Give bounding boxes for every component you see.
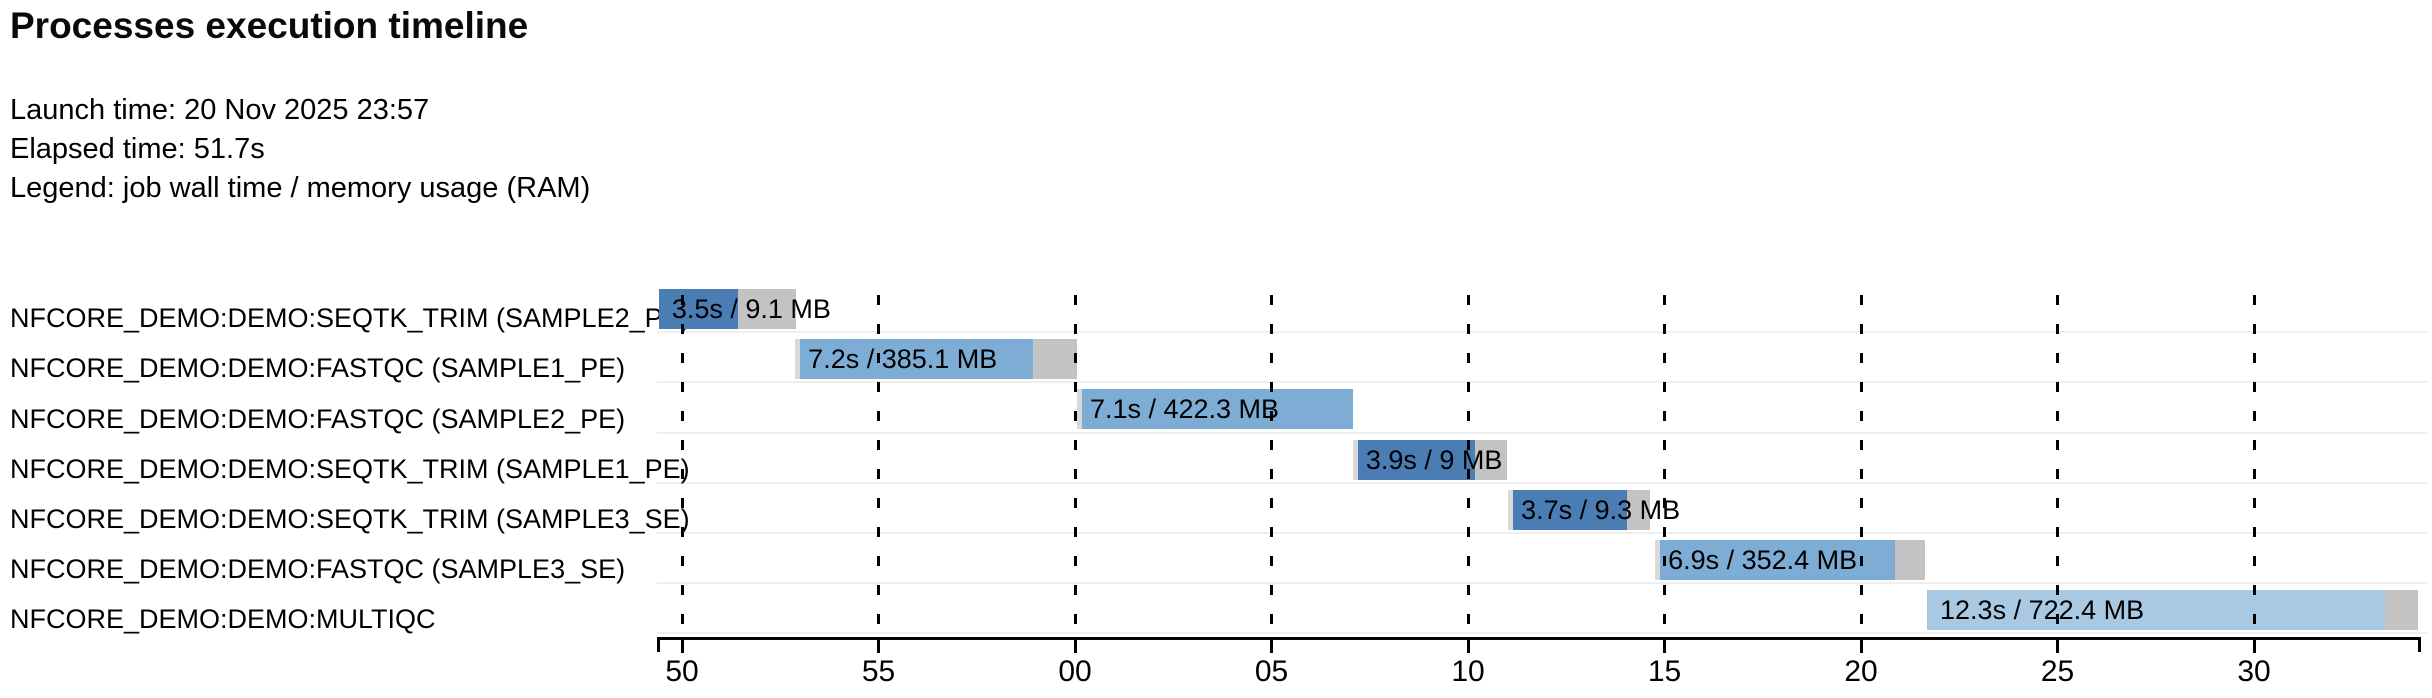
task-bar-pre bbox=[1508, 489, 1513, 530]
task-bar-label: 7.1s / 422.3 MB bbox=[1089, 394, 1280, 425]
task-bar-label: 3.7s / 9.3 MB bbox=[1521, 494, 1681, 525]
x-axis-tick bbox=[1073, 637, 1077, 653]
task-bar-tail bbox=[1032, 339, 1077, 380]
task-bar-label: 3.5s / 9.1 MB bbox=[671, 294, 831, 324]
x-axis bbox=[657, 637, 2421, 640]
task-bar-label: 6.9s / 352.4 MB bbox=[1668, 545, 1858, 575]
row-separator bbox=[657, 481, 2427, 484]
task-bar-run bbox=[1082, 389, 1353, 430]
gridline bbox=[2056, 295, 2059, 637]
task-bar-pre bbox=[1655, 540, 1660, 580]
row-separator bbox=[657, 582, 2427, 585]
x-axis-tick-label: 15 bbox=[1647, 655, 1682, 688]
gridline bbox=[1859, 295, 1863, 637]
x-axis-tick bbox=[2252, 637, 2256, 653]
gridline bbox=[1073, 295, 1077, 637]
gridline bbox=[1663, 295, 1666, 637]
task-bar-pre bbox=[1352, 439, 1358, 480]
row-separator bbox=[657, 532, 2427, 534]
process-label: NFCORE_DEMO:DEMO:FASTQC (SAMPLE2_PE) bbox=[10, 403, 626, 434]
x-axis-tick bbox=[1466, 637, 1470, 653]
x-axis-tick-label: 00 bbox=[1058, 655, 1092, 688]
elapsed-time-text: Elapsed time: 51.7s bbox=[10, 133, 265, 165]
row-separator bbox=[657, 632, 2427, 635]
task-bar-run bbox=[1659, 540, 1895, 580]
x-axis-tick bbox=[2056, 637, 2059, 653]
gridline bbox=[2252, 295, 2256, 637]
task-bar-run bbox=[658, 289, 738, 329]
task-bar-run bbox=[1512, 489, 1627, 530]
row-separator bbox=[657, 431, 2427, 434]
x-axis-tick-label: 30 bbox=[2237, 655, 2271, 688]
x-axis-tick-label: 20 bbox=[1844, 655, 1878, 688]
x-axis-right-cap bbox=[2418, 637, 2421, 652]
x-axis-tick-label: 25 bbox=[2040, 655, 2075, 688]
launch-time-text: Launch time: 20 Nov 2025 23:57 bbox=[10, 94, 430, 126]
x-axis-tick bbox=[877, 637, 880, 653]
task-bar-run bbox=[1357, 439, 1476, 480]
task-bar-pre bbox=[795, 339, 800, 380]
gridline bbox=[680, 295, 684, 637]
x-axis-tick-label: 50 bbox=[665, 655, 699, 688]
task-bar-label: 12.3s / 722.4 MB bbox=[1940, 595, 2145, 626]
x-axis-tick bbox=[1859, 637, 1863, 653]
process-label: NFCORE_DEMO:DEMO:SEQTK_TRIM (SAMPLE2_PE) bbox=[10, 303, 690, 334]
x-axis-tick-label: 10 bbox=[1451, 655, 1485, 688]
task-bar-tail bbox=[1894, 540, 1926, 580]
x-axis-tick bbox=[1270, 637, 1273, 653]
task-bar-tail bbox=[1626, 489, 1650, 530]
chart-title: Processes execution timeline bbox=[10, 5, 529, 46]
x-axis-tick bbox=[1663, 637, 1666, 653]
x-axis-tick-label: 05 bbox=[1254, 655, 1289, 688]
task-bar-pre bbox=[1076, 389, 1083, 430]
process-label: NFCORE_DEMO:DEMO:SEQTK_TRIM (SAMPLE1_PE) bbox=[10, 453, 690, 484]
process-label: NFCORE_DEMO:DEMO:SEQTK_TRIM (SAMPLE3_SE) bbox=[10, 504, 690, 534]
task-bar-tail bbox=[737, 289, 796, 329]
gridline bbox=[877, 295, 880, 637]
gridline bbox=[1270, 295, 1273, 637]
row-separator bbox=[657, 381, 2427, 384]
x-axis-tick-label: 55 bbox=[861, 655, 896, 688]
row-separator bbox=[657, 331, 2427, 334]
x-axis-tick bbox=[680, 637, 684, 653]
task-bar-label: 3.9s / 9 MB bbox=[1365, 444, 1503, 475]
task-bar-run bbox=[1927, 590, 2385, 631]
task-bar-label: 7.2s / 385.1 MB bbox=[808, 344, 998, 375]
task-bar-run bbox=[799, 339, 1033, 380]
process-label: NFCORE_DEMO:DEMO:MULTIQC bbox=[10, 604, 436, 635]
gridline bbox=[1466, 295, 1470, 637]
task-bar-tail bbox=[1475, 439, 1507, 480]
x-axis-left-cap bbox=[657, 637, 660, 652]
legend-note-text: Legend: job wall time / memory usage (RA… bbox=[10, 172, 591, 204]
task-bar-tail bbox=[2384, 590, 2418, 631]
process-label: NFCORE_DEMO:DEMO:FASTQC (SAMPLE3_SE) bbox=[10, 554, 626, 585]
process-label: NFCORE_DEMO:DEMO:FASTQC (SAMPLE1_PE) bbox=[10, 353, 626, 384]
